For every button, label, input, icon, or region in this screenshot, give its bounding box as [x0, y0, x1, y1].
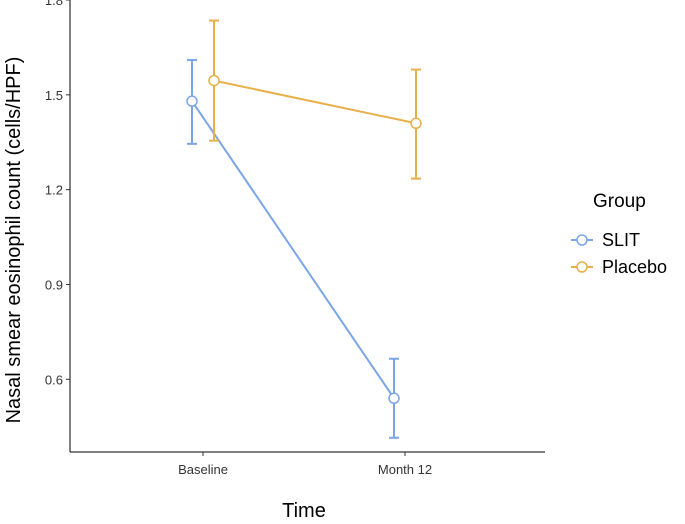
legend-items: SLIT Placebo	[571, 230, 667, 277]
y-tick-label: 1.8	[45, 0, 63, 8]
legend-label-placebo: Placebo	[602, 257, 667, 277]
data-point-slit	[186, 95, 198, 107]
series-line-placebo	[213, 79, 417, 125]
y-ticks: 0.6 0.9 1.2 1.5 1.8	[45, 0, 70, 387]
legend: Group SLIT Placebo	[571, 191, 667, 277]
y-tick-label: 1.5	[45, 88, 63, 103]
data-point-placebo	[410, 117, 422, 130]
legend-key-point-placebo	[576, 261, 588, 273]
data-point-placebo	[208, 74, 220, 87]
legend-item-placebo: Placebo	[571, 257, 667, 277]
legend-label-slit: SLIT	[602, 230, 640, 250]
legend-key-point-slit	[576, 234, 588, 246]
y-tick-label: 1.2	[45, 183, 63, 198]
series-line-slit	[191, 100, 395, 399]
series-slit	[186, 59, 400, 439]
axes	[69, 0, 545, 453]
y-tick-label: 0.9	[45, 277, 63, 292]
x-axis-title: Time	[282, 500, 326, 522]
legend-item-slit: SLIT	[571, 230, 640, 250]
y-tick-label: 0.6	[45, 372, 63, 387]
series-placebo	[208, 19, 422, 180]
x-tick-label: Month 12	[378, 462, 432, 477]
series-layer	[186, 19, 422, 439]
legend-title: Group	[593, 191, 646, 212]
y-axis-title: Nasal smear eosinophil count (cells/HPF)	[3, 57, 25, 424]
x-ticks: Baseline Month 12	[178, 452, 432, 477]
data-point-slit	[388, 392, 400, 405]
x-tick-label: Baseline	[178, 462, 228, 477]
